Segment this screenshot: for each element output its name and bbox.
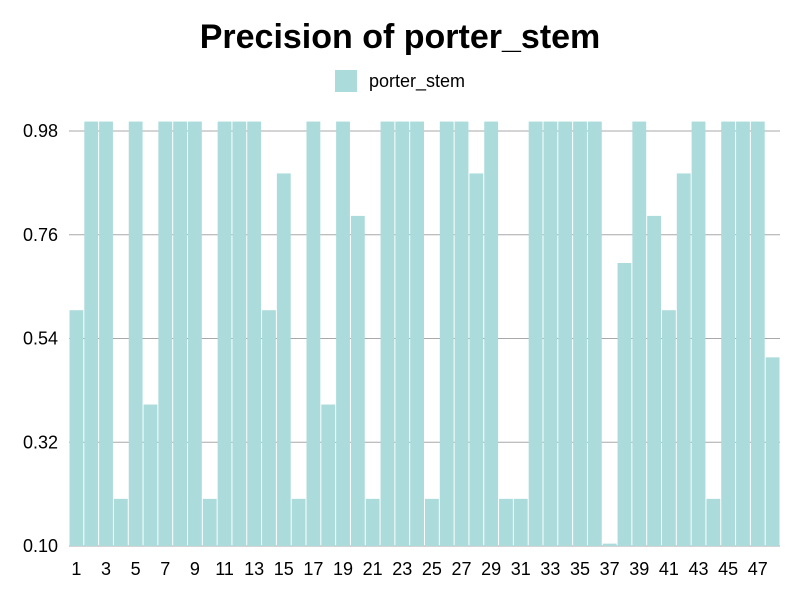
bar [217, 121, 232, 547]
x-tick-label: 47 [748, 559, 768, 579]
bar [69, 310, 84, 546]
bar [99, 121, 113, 547]
bar [173, 121, 187, 547]
x-tick-label: 5 [131, 559, 141, 579]
x-tick-label: 11 [215, 559, 234, 579]
x-tick-label: 43 [689, 559, 709, 579]
bar [128, 121, 143, 547]
bar [158, 121, 173, 547]
bar [750, 121, 765, 547]
bar [691, 121, 706, 547]
bar [543, 121, 558, 547]
y-tick-label: 0.54 [23, 329, 58, 349]
bar [602, 543, 617, 546]
bar [558, 121, 573, 547]
bar [143, 404, 158, 546]
x-tick-label: 27 [452, 559, 472, 579]
bar [528, 121, 543, 547]
bar [306, 121, 321, 547]
bar [410, 121, 424, 547]
legend-label: porter_stem [368, 70, 466, 91]
chart-title: Precision of porter_stem [199, 18, 601, 56]
bar [765, 357, 780, 546]
gridlines [69, 130, 780, 547]
x-tick-label: 3 [101, 559, 111, 579]
bar [617, 263, 632, 546]
bar [469, 173, 484, 546]
bar [188, 121, 202, 547]
bar [706, 498, 721, 546]
x-tick-label: 45 [718, 559, 738, 579]
x-tick-label: 33 [540, 559, 560, 579]
bar [321, 404, 336, 546]
bar [721, 121, 736, 547]
x-tick-label: 23 [392, 559, 412, 579]
bar [336, 121, 350, 547]
bar [484, 121, 499, 547]
bar [380, 121, 395, 547]
bar [647, 215, 661, 547]
bar [573, 121, 587, 547]
x-tick-label: 1 [71, 559, 81, 579]
bar [632, 121, 647, 547]
bar [202, 498, 217, 546]
y-tick-label: 0.32 [23, 432, 58, 452]
x-axis-ticks: 1 3 5 7 9 11 13 15 17 19 21 23 25 27 29 31 33 35 37 39 41 43 4… [71, 559, 767, 579]
x-tick-label: 19 [333, 559, 353, 579]
bar [454, 121, 469, 547]
bar [232, 121, 247, 547]
bar [513, 498, 528, 546]
bar [276, 173, 291, 546]
x-tick-label: 35 [570, 559, 590, 579]
bar [262, 310, 276, 546]
y-tick-label: 0.98 [23, 121, 58, 141]
bar [662, 310, 676, 546]
x-tick-label: 21 [363, 559, 383, 579]
bar [499, 498, 513, 546]
x-tick-label: 15 [274, 559, 294, 579]
x-tick-label: 9 [190, 559, 200, 579]
bar [365, 498, 380, 546]
x-tick-label: 41 [659, 559, 679, 579]
bar [350, 215, 365, 547]
x-tick-label: 37 [600, 559, 620, 579]
bar [291, 498, 306, 546]
y-axis-ticks: 0.10 0.32 0.54 0.76 0.98 [23, 121, 58, 556]
legend: porter_stem [0, 70, 800, 92]
y-tick-label: 0.10 [23, 536, 58, 556]
x-tick-label: 13 [244, 559, 264, 579]
bar [395, 121, 410, 547]
x-tick-label: 29 [481, 559, 501, 579]
bar [425, 498, 439, 546]
bar [736, 121, 750, 547]
bar [84, 121, 99, 547]
x-tick-label: 17 [303, 559, 323, 579]
legend-swatch [334, 70, 357, 92]
x-tick-label: 31 [511, 559, 531, 579]
x-tick-label: 25 [422, 559, 442, 579]
bar [587, 121, 602, 547]
bar [247, 121, 262, 547]
bar [676, 173, 691, 546]
y-tick-label: 0.76 [23, 225, 58, 245]
x-tick-label: 7 [160, 559, 170, 579]
bars [69, 121, 780, 547]
x-tick-label: 39 [629, 559, 649, 579]
bar [439, 121, 454, 547]
bar [113, 498, 128, 546]
